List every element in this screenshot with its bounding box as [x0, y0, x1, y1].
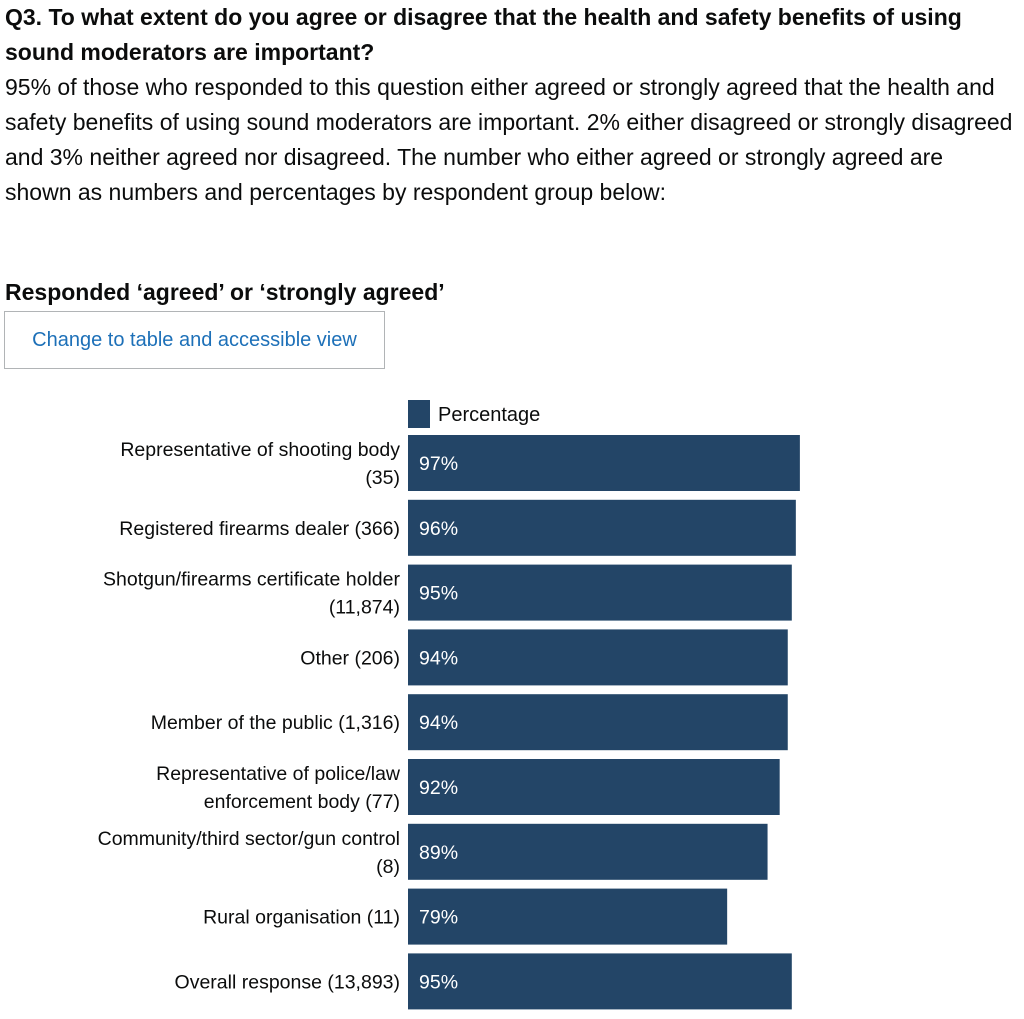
bar-value-label: 89% — [419, 842, 458, 864]
bar — [408, 694, 788, 751]
chart-title: Responded ‘agreed’ or ‘strongly agreed’ — [5, 279, 445, 305]
bar-value-label: 79% — [419, 907, 458, 929]
chart-row: 95% Overall response (13,893) — [175, 953, 792, 1010]
toggle-table-view-button[interactable]: Change to table and accessible view — [4, 311, 385, 369]
chart-bars: 97% Representative of shooting body (35) 96… — [98, 435, 800, 1010]
bar — [408, 759, 780, 815]
question-intro: 95% of those who responded to this quest… — [5, 74, 1013, 205]
bar-value-label: 94% — [419, 712, 458, 734]
question-title: Q3. To what extent do you agree or disag… — [5, 4, 962, 65]
bar-value-label: 92% — [419, 777, 458, 799]
bar-chart: Percentage 97% Representative of shooting… — [98, 400, 800, 1010]
bar-value-label: 95% — [419, 583, 458, 605]
category-label: Representative of shooting body — [120, 439, 400, 461]
bar — [408, 499, 796, 556]
category-label: Overall response (13,893) — [175, 971, 400, 993]
bar — [408, 953, 792, 1010]
category-label: Other (206) — [300, 647, 400, 669]
chart-legend: Percentage — [408, 400, 540, 428]
legend-label: Percentage — [438, 404, 540, 426]
bar — [408, 564, 792, 621]
category-label: Shotgun/firearms certificate holder — [103, 569, 400, 591]
chart-row: 79% Rural organisation (11) — [203, 888, 728, 945]
legend-swatch — [408, 400, 430, 428]
chart-row: 94% Other (206) — [300, 629, 788, 686]
bar — [408, 823, 768, 880]
category-label: (11,874) — [329, 597, 400, 619]
bar-value-label: 94% — [419, 647, 458, 669]
chart-row: 92% Representative of police/law enforceme… — [156, 759, 780, 815]
chart-row: 96% Registered firearms dealer (366) — [119, 499, 796, 556]
category-label: (8) — [376, 856, 400, 878]
chart-row: 97% Representative of shooting body (35) — [120, 435, 800, 491]
chart-row: 89% Community/third sector/gun control (8) — [98, 823, 768, 880]
category-label: enforcement body (77) — [204, 791, 400, 813]
category-label: Representative of police/law — [156, 763, 401, 785]
category-label: Community/third sector/gun control — [98, 828, 400, 850]
chart-row: 95% Shotgun/firearms certificate holder (1… — [103, 564, 792, 621]
category-label: Member of the public (1,316) — [151, 712, 400, 734]
bar — [408, 888, 728, 945]
bar-value-label: 97% — [419, 453, 458, 475]
chart-row: 94% Member of the public (1,316) — [151, 694, 788, 751]
bar-value-label: 95% — [419, 971, 458, 993]
bar-value-label: 96% — [419, 518, 458, 540]
bar — [408, 435, 800, 491]
category-label: (35) — [365, 467, 400, 489]
category-label: Registered firearms dealer (366) — [119, 518, 400, 540]
bar — [408, 629, 788, 686]
category-label: Rural organisation (11) — [203, 907, 400, 929]
